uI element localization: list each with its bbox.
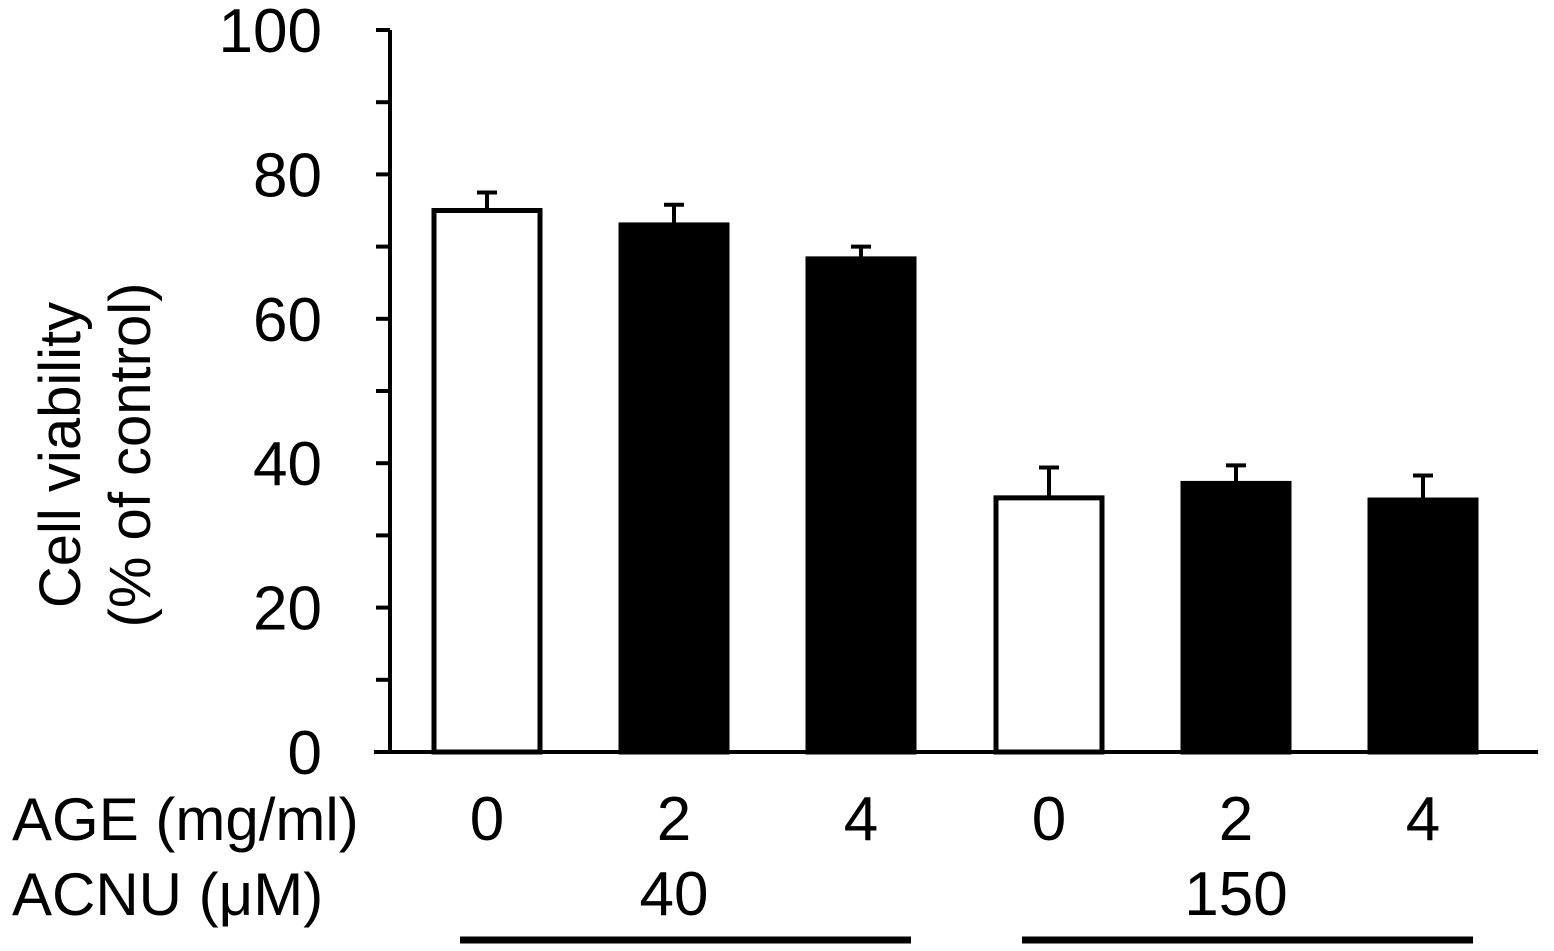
y-tick-label-100: 100: [219, 0, 322, 66]
y-tick-label-40: 40: [253, 430, 322, 499]
y-axis-title-line-2: (% of control): [98, 283, 163, 628]
age-label-4: 2: [1219, 785, 1253, 854]
acnu-row-label: ACNU (μM): [12, 861, 323, 928]
bar-4: [1180, 480, 1292, 755]
y-axis-title: Cell viability (% of control): [28, 283, 163, 628]
bar-1: [618, 222, 730, 755]
bar-3: [993, 495, 1105, 755]
y-axis-title-line-1: Cell viability: [28, 302, 93, 608]
acnu-groups: 40 150: [460, 860, 1473, 944]
bar-2: [805, 256, 917, 755]
age-label-5: 4: [1406, 785, 1440, 854]
age-row-label: AGE (mg/ml): [12, 786, 359, 853]
age-label-3: 0: [1032, 785, 1066, 854]
bar-0: [431, 208, 543, 755]
age-labels: 0 2 4 0 2 4: [470, 785, 1440, 854]
y-tick-label-80: 80: [253, 141, 322, 210]
y-axis: 0 20 40 60 80 100: [219, 0, 392, 788]
acnu-group-label-1: 150: [1184, 860, 1287, 929]
acnu-group-label-0: 40: [640, 860, 709, 929]
error-bars: [477, 190, 1433, 501]
bars: [431, 208, 1479, 755]
y-tick-label-60: 60: [253, 286, 322, 355]
y-tick-label-20: 20: [253, 575, 322, 644]
bar-5: [1367, 497, 1479, 755]
age-label-1: 2: [657, 785, 691, 854]
y-tick-label-0: 0: [288, 719, 322, 788]
age-label-2: 4: [844, 785, 878, 854]
age-label-0: 0: [470, 785, 504, 854]
